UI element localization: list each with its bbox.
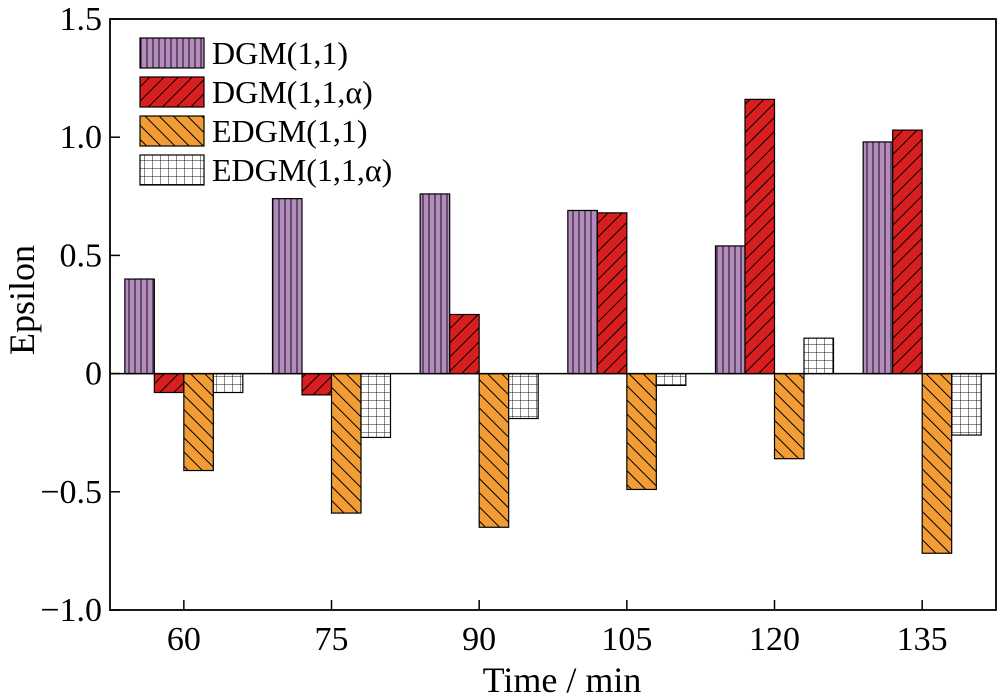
x-tick-label: 135 xyxy=(897,621,948,658)
legend-swatch xyxy=(139,76,205,108)
y-tick-label: 1.0 xyxy=(60,119,103,156)
legend: DGM(1,1)DGM(1,1,α)EDGM(1,1)EDGM(1,1,α) xyxy=(139,35,392,188)
bar-s2-90 xyxy=(478,373,510,528)
bar-s0-75 xyxy=(271,198,303,375)
x-tick-label: 105 xyxy=(601,621,652,658)
legend-label: DGM(1,1) xyxy=(212,35,348,71)
plot-frame xyxy=(109,18,997,611)
y-tick-label: 0 xyxy=(85,356,102,393)
bar-s2-135 xyxy=(921,373,953,554)
bar-s3-135 xyxy=(951,373,982,436)
bar-s1-60 xyxy=(153,373,185,394)
bar-s0-60 xyxy=(124,278,155,375)
x-tick-label: 90 xyxy=(462,621,496,658)
x-axis-label: Time / min xyxy=(483,660,642,696)
legend-item-dgm-1-1: DGM(1,1) xyxy=(139,35,348,71)
y-tick-label: 1.5 xyxy=(60,1,103,38)
legend-swatch xyxy=(139,115,205,147)
legend-item-edgm-1-1-α: EDGM(1,1,α) xyxy=(139,152,392,188)
x-tick-label: 120 xyxy=(749,621,800,658)
bar-s3-105 xyxy=(655,373,687,387)
legend-label: DGM(1,1,α) xyxy=(212,74,373,110)
y-tick-label: −1.0 xyxy=(40,592,102,629)
bar-s3-90 xyxy=(508,373,539,420)
bar-s1-75 xyxy=(301,373,333,396)
legend-swatch xyxy=(139,154,205,186)
y-tick-label: 0.5 xyxy=(60,237,103,274)
bar-s2-105 xyxy=(626,373,657,491)
x-tick-label: 75 xyxy=(315,621,349,658)
bar-s0-120 xyxy=(714,245,746,375)
ticks-group: −1.0 −0.5 0 0.5 1.0 1.5 60 75 90 105 120 135 xyxy=(40,1,947,658)
bar-s0-135 xyxy=(862,141,894,375)
bar-s0-90 xyxy=(419,193,451,375)
bar-s1-120 xyxy=(744,98,776,375)
bar-s1-135 xyxy=(892,129,923,375)
bar-s2-120 xyxy=(773,373,805,460)
legend-label: EDGM(1,1) xyxy=(212,113,368,149)
x-tick-label: 60 xyxy=(167,621,201,658)
y-tick-label: −0.5 xyxy=(40,474,102,511)
axes-group xyxy=(109,18,997,611)
bar-s2-75 xyxy=(330,373,362,514)
bar-s1-90 xyxy=(449,313,480,375)
bar-s3-60 xyxy=(212,373,244,394)
legend-swatch xyxy=(139,37,205,69)
bar-s2-60 xyxy=(183,373,214,472)
legend-item-dgm-1-1-α: DGM(1,1,α) xyxy=(139,74,373,110)
legend-label: EDGM(1,1,α) xyxy=(212,152,392,188)
y-axis-label: Epsilon xyxy=(2,245,42,355)
legend-item-edgm-1-1: EDGM(1,1) xyxy=(139,113,368,149)
bar-s3-120 xyxy=(803,337,835,375)
bars-group xyxy=(124,98,982,554)
bar-s3-75 xyxy=(360,373,392,439)
bar-s1-105 xyxy=(596,212,628,375)
bar-s0-105 xyxy=(567,209,598,375)
